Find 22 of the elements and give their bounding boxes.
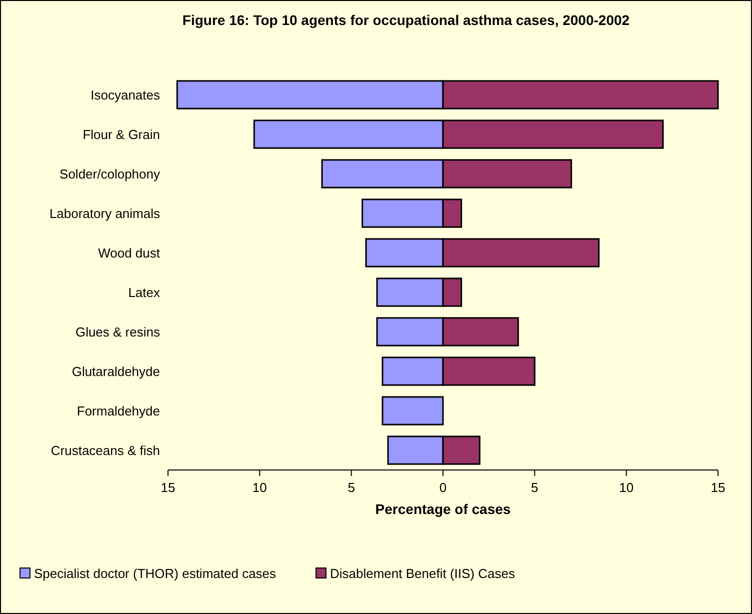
legend-label: Disablement Benefit (IIS) Cases <box>330 566 516 581</box>
y-tick-label: Latex <box>128 284 160 300</box>
y-tick-label: Isocyanates <box>90 87 160 102</box>
x-tick-label: 5 <box>348 480 355 495</box>
x-axis-title: Percentage of cases <box>375 501 511 517</box>
x-tick-label: 10 <box>252 480 267 495</box>
y-tick-label: Laboratory animals <box>49 206 160 221</box>
x-tick-label: 10 <box>619 480 634 495</box>
y-tick-label: Flour & Grain <box>82 126 160 142</box>
x-tick-label: 15 <box>160 480 176 495</box>
bar <box>382 396 444 426</box>
y-tick-label: Wood dust <box>98 245 160 260</box>
y-tick-label: Formaldehyde <box>76 403 160 418</box>
y-tick-label: Solder/colophony <box>60 166 160 182</box>
chart-title: Figure 16: Top 10 agents for occupational asthma cases, 2000-2002 <box>182 12 630 28</box>
x-tick-label: 0 <box>439 480 447 495</box>
y-tick-label: Glutaraldehyde <box>72 364 160 379</box>
legend-label: Specialist doctor (THOR) estimated cases <box>34 566 277 581</box>
y-tick-label: Glues & resins <box>75 324 160 340</box>
x-tick-label: 15 <box>710 480 726 495</box>
x-tick-label: 5 <box>531 480 538 495</box>
y-tick-label: Crustaceans & fish <box>50 442 160 458</box>
